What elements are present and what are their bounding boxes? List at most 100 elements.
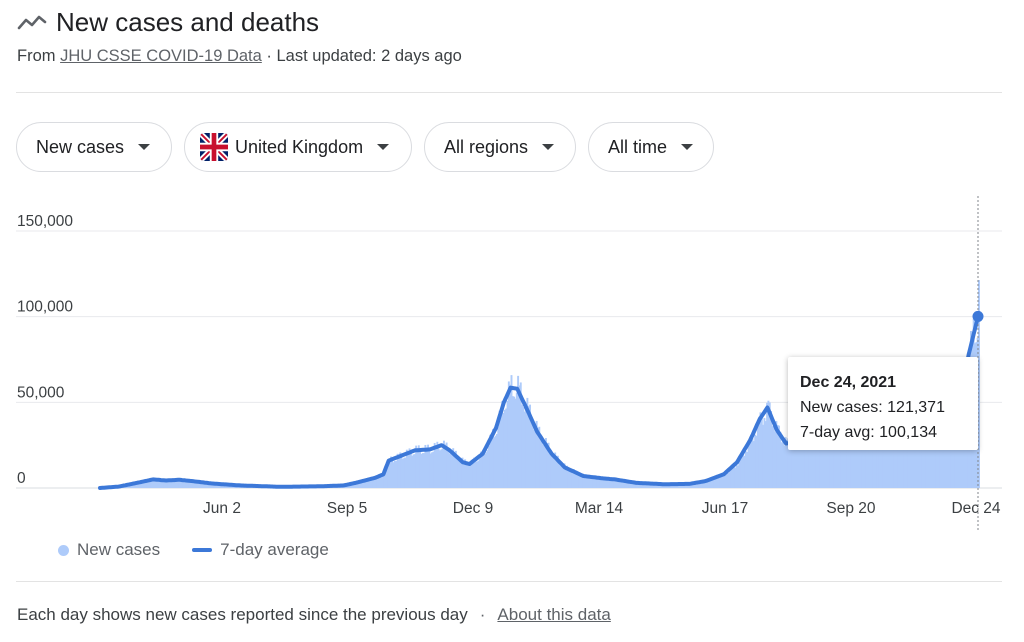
new-cases-bar: [936, 423, 939, 488]
new-cases-bar: [940, 423, 943, 488]
new-cases-bar: [502, 412, 505, 488]
new-cases-bar: [735, 464, 738, 488]
new-cases-bar: [465, 464, 468, 488]
new-cases-bar: [756, 420, 759, 488]
chart-legend: New cases 7-day average: [58, 540, 329, 560]
new-cases-bar: [601, 477, 604, 488]
new-cases-bar: [156, 478, 159, 488]
new-cases-bar: [183, 479, 186, 488]
new-cases-bar: [433, 442, 436, 488]
new-cases-bar: [849, 424, 852, 488]
new-cases-bar: [650, 484, 653, 488]
new-cases-bar: [507, 381, 510, 488]
new-cases-bar: [566, 465, 569, 488]
new-cases-bar: [194, 480, 196, 488]
new-cases-bar: [554, 452, 557, 488]
new-cases-bar: [894, 421, 897, 488]
y-tick-label: 50,000: [17, 384, 65, 401]
new-cases-bar: [672, 484, 675, 488]
new-cases-bar: [445, 442, 448, 488]
new-cases-bar: [821, 425, 824, 488]
new-cases-bar: [359, 481, 362, 488]
new-cases-bar: [596, 478, 599, 488]
new-cases-bar: [739, 455, 742, 488]
new-cases-bar: [885, 424, 888, 488]
country-dropdown[interactable]: United Kingdom: [184, 122, 412, 172]
new-cases-bar: [678, 484, 681, 488]
y-tick-label: 150,000: [17, 213, 73, 230]
new-cases-bar: [190, 481, 192, 488]
new-cases-bar: [693, 482, 696, 488]
new-cases-bar: [174, 479, 177, 488]
new-cases-bar: [809, 439, 812, 488]
new-cases-bar: [537, 427, 539, 488]
new-cases-bar: [444, 444, 447, 488]
new-cases-bar: [548, 453, 551, 488]
new-cases-bar: [883, 424, 886, 488]
new-cases-bar: [853, 430, 856, 488]
divider-bottom: [16, 581, 1002, 582]
new-cases-bar: [356, 482, 359, 488]
new-cases-bar: [460, 461, 463, 488]
new-cases-bar: [812, 428, 815, 488]
new-cases-bar: [401, 459, 404, 488]
country-label: United Kingdom: [235, 136, 364, 157]
new-cases-bar: [956, 413, 959, 488]
new-cases-bar: [395, 460, 398, 488]
new-cases-legend-marker: [58, 544, 69, 556]
new-cases-bar: [805, 431, 808, 488]
chevron-down-icon: [681, 144, 694, 150]
source-link[interactable]: JHU CSSE COVID-19 Data: [60, 47, 262, 65]
new-cases-bar: [486, 450, 489, 488]
new-cases-bar: [490, 435, 493, 488]
new-cases-bar: [393, 460, 396, 488]
new-cases-bar: [844, 431, 847, 488]
new-cases-bar: [838, 437, 841, 488]
new-cases-bar: [478, 458, 481, 488]
new-cases-bar: [800, 443, 803, 488]
new-cases-bar: [187, 480, 190, 488]
new-cases-bar: [514, 398, 517, 488]
new-cases-bar: [160, 481, 163, 488]
new-cases-bar: [425, 447, 428, 488]
new-cases-bar: [427, 444, 430, 488]
new-cases-bar: [736, 465, 739, 488]
new-cases-bar: [628, 480, 631, 488]
new-cases-bar: [446, 450, 449, 488]
new-cases-bar: [909, 426, 912, 488]
new-cases-bar: [607, 479, 610, 488]
new-cases-bar: [164, 480, 167, 488]
new-cases-bar: [509, 384, 512, 488]
new-cases-bar: [878, 418, 881, 488]
metric-dropdown[interactable]: New cases: [16, 122, 172, 172]
new-cases-bar: [372, 478, 375, 488]
new-cases-bar: [752, 441, 755, 488]
new-cases-bar: [876, 431, 878, 488]
chevron-down-icon: [377, 144, 390, 150]
new-cases-bar: [192, 480, 195, 488]
new-cases-bar: [731, 465, 734, 488]
new-cases-bar: [441, 448, 444, 488]
new-cases-bar: [670, 484, 673, 488]
region-dropdown[interactable]: All regions: [424, 122, 576, 172]
new-cases-bar: [764, 421, 767, 488]
new-cases-bar: [603, 477, 606, 488]
new-cases-bar: [409, 453, 412, 488]
new-cases-bar: [154, 480, 157, 488]
new-cases-bar: [519, 382, 522, 488]
new-cases-bar: [204, 482, 207, 488]
time-dropdown[interactable]: All time: [588, 122, 714, 172]
new-cases-bar: [605, 479, 608, 488]
new-cases-bar: [391, 460, 394, 488]
new-cases-bar: [595, 478, 598, 488]
new-cases-bar: [134, 483, 137, 488]
new-cases-bar: [891, 420, 894, 488]
new-cases-bar: [583, 475, 586, 488]
new-cases-bar: [793, 437, 796, 488]
new-cases-bar: [453, 451, 456, 488]
new-cases-bar: [358, 482, 361, 488]
about-data-link[interactable]: About this data: [497, 605, 611, 624]
new-cases-bar: [689, 484, 692, 488]
new-cases-bar: [382, 475, 384, 488]
new-cases-bar: [363, 480, 366, 488]
